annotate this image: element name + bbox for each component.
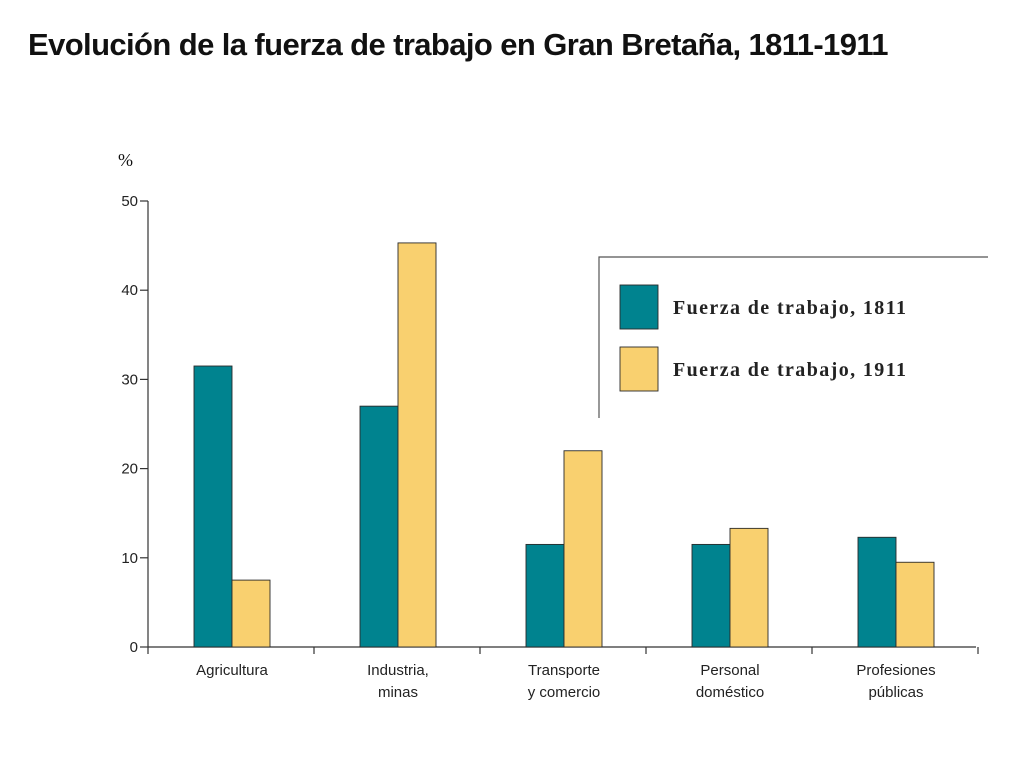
category-label: Transporte xyxy=(528,662,600,679)
y-tick-label: 40 xyxy=(121,282,138,299)
bar-1811 xyxy=(193,365,233,648)
category-label: Agricultura xyxy=(196,662,268,679)
bar-1811 xyxy=(359,405,399,648)
category-label: Personal xyxy=(700,662,759,679)
bar-1811 xyxy=(691,543,731,648)
category-label: Industria, xyxy=(367,662,429,679)
bar-1911 xyxy=(397,242,437,648)
y-tick-label: 20 xyxy=(121,461,138,478)
legend-frame xyxy=(598,256,988,418)
category-label: doméstico xyxy=(696,684,764,701)
bar-1911 xyxy=(563,450,603,648)
bar-1911 xyxy=(231,579,271,648)
y-tick-label: 0 xyxy=(130,639,138,656)
category-label: Profesiones xyxy=(856,662,935,679)
legend-label-1911: Fuerza de trabajo, 1911 xyxy=(673,359,907,381)
y-tick-label: 10 xyxy=(121,550,138,567)
legend-label-1811: Fuerza de trabajo, 1811 xyxy=(673,297,907,319)
y-axis-unit-label: % xyxy=(118,150,133,170)
bar-1811 xyxy=(525,543,565,648)
bar-1811 xyxy=(857,536,897,648)
y-tick-label: 50 xyxy=(121,193,138,210)
bar-1911 xyxy=(895,561,935,648)
category-label: públicas xyxy=(868,684,923,701)
legend-swatch-1811 xyxy=(619,284,659,330)
bar-1911 xyxy=(729,527,769,648)
category-label: y comercio xyxy=(528,684,601,701)
category-label: minas xyxy=(378,684,418,701)
legend-swatch-1911 xyxy=(619,346,659,392)
y-tick-label: 30 xyxy=(121,371,138,388)
chart-title: Evolución de la fuerza de trabajo en Gra… xyxy=(28,27,889,62)
